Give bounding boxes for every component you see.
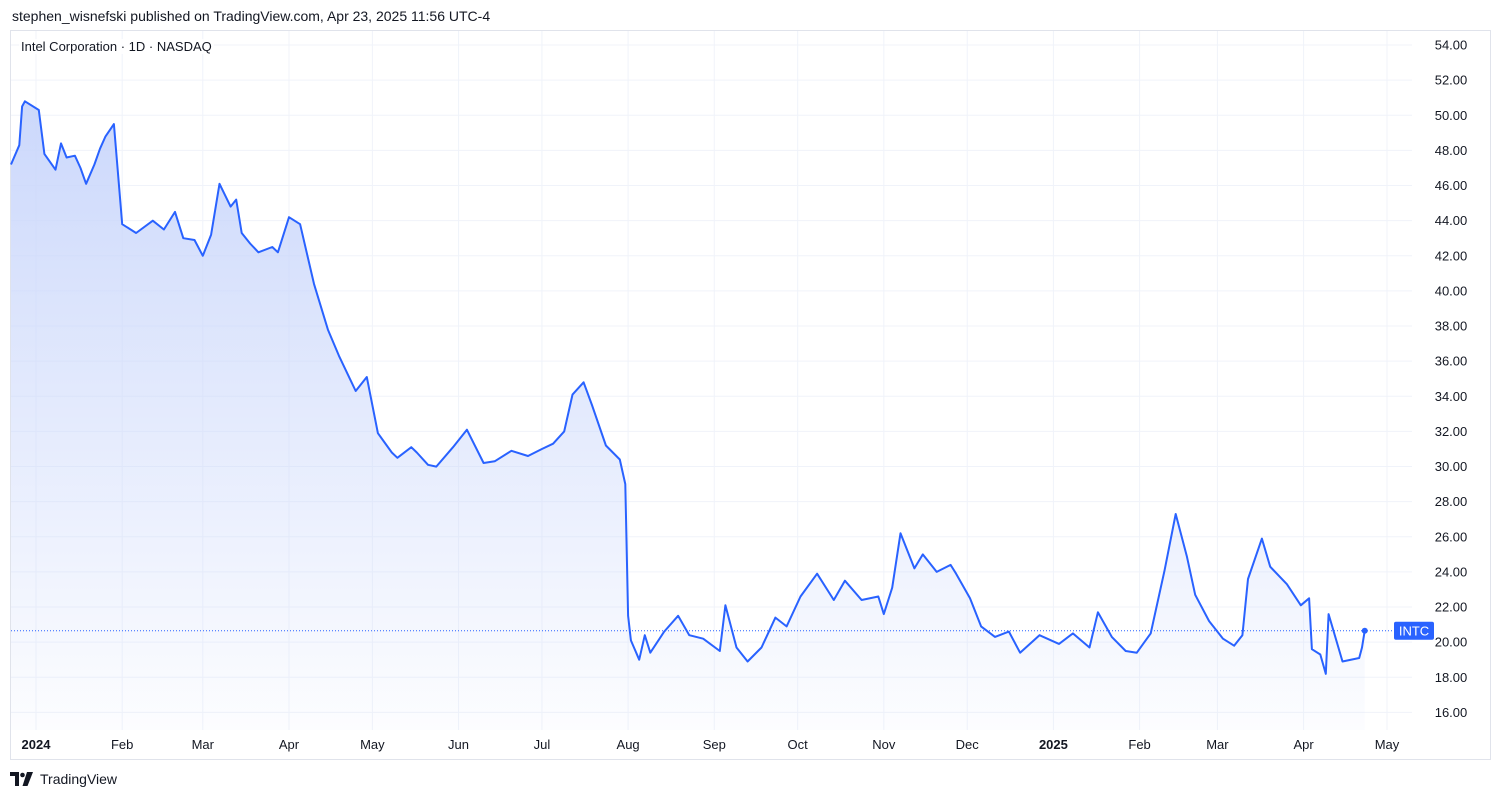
chart-frame[interactable]: [10, 30, 1491, 760]
x-axis[interactable]: 2024 Feb Mar Apr May Jun Jul Aug Sep Oct Nov Dec 202…: [22, 737, 1400, 752]
y-tick-label: 24.00: [1435, 564, 1468, 579]
x-tick-label: Sep: [703, 737, 726, 752]
symbol-badge-label: INTC: [1399, 623, 1429, 638]
tradingview-brand[interactable]: TradingView: [10, 769, 117, 789]
x-tick-label: Jun: [448, 737, 469, 752]
y-tick-label: 50.00: [1435, 108, 1468, 123]
x-tick-label: Oct: [788, 737, 809, 752]
y-tick-label: 22.00: [1435, 600, 1468, 615]
x-tick-label: Aug: [617, 737, 640, 752]
y-tick-label: 30.00: [1435, 459, 1468, 474]
y-tick-label: 38.00: [1435, 319, 1468, 334]
x-tick-label: Apr: [1293, 737, 1314, 752]
y-tick-label: 32.00: [1435, 424, 1468, 439]
x-tick-label: 2025: [1039, 737, 1068, 752]
y-tick-label: 40.00: [1435, 283, 1468, 298]
y-tick-label: 26.00: [1435, 529, 1468, 544]
y-tick-label: 28.00: [1435, 494, 1468, 509]
x-tick-label: 2024: [22, 737, 52, 752]
y-tick-label: 36.00: [1435, 354, 1468, 369]
y-tick-label: 18.00: [1435, 670, 1468, 685]
price-area-fill: [11, 101, 1365, 731]
x-tick-label: Apr: [279, 737, 300, 752]
x-tick-label: May: [360, 737, 385, 752]
y-tick-label: 42.00: [1435, 248, 1468, 263]
y-tick-label: 20.00: [1435, 635, 1468, 650]
symbol-badge: INTC: [1394, 621, 1434, 640]
price-line[interactable]: [10, 100, 1366, 675]
y-tick-label: 48.00: [1435, 143, 1468, 158]
x-tick-label: May: [1375, 737, 1400, 752]
x-tick-label: Feb: [111, 737, 133, 752]
y-axis[interactable]: 16.00 18.00 20.00 22.00 24.00 26.00 28.00 30.00…: [1435, 38, 1468, 720]
last-price-dot: [1361, 627, 1368, 634]
published-caption: stephen_wisnefski published on TradingVi…: [12, 8, 491, 24]
x-tick-label: Jul: [534, 737, 551, 752]
x-tick-label: Mar: [192, 737, 215, 752]
y-tick-label: 16.00: [1435, 705, 1468, 720]
x-tick-label: Mar: [1206, 737, 1229, 752]
y-tick-label: 52.00: [1435, 73, 1468, 88]
y-tick-label: 54.00: [1435, 38, 1468, 53]
tradingview-logo-icon: [10, 772, 34, 786]
y-tick-label: 46.00: [1435, 178, 1468, 193]
x-tick-label: Feb: [1128, 737, 1150, 752]
brand-label: TradingView: [40, 771, 118, 787]
x-tick-label: Dec: [956, 737, 980, 752]
symbol-badge-bg: [1394, 621, 1434, 640]
chart-legend-title[interactable]: Intel Corporation · 1D · NASDAQ: [19, 39, 214, 54]
y-tick-label: 34.00: [1435, 389, 1468, 404]
y-tick-label: 44.00: [1435, 213, 1468, 228]
x-tick-label: Nov: [872, 737, 896, 752]
